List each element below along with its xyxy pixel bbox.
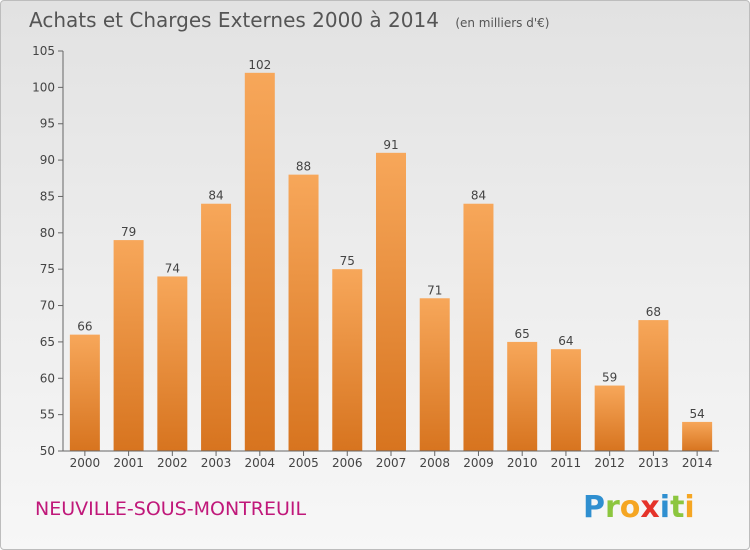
bar-value-label: 65 <box>515 327 530 341</box>
logo-letter: i <box>660 490 670 525</box>
bars-group: 66 79 74 84 102 88 75 91 71 84 65 64 59 68 54 <box>69 58 713 452</box>
bar-value-label: 68 <box>646 305 661 319</box>
x-tick-label: 2008 <box>419 456 450 470</box>
bar <box>376 152 406 451</box>
y-tick-label: 55 <box>40 408 55 422</box>
y-tick-label: 90 <box>40 153 55 167</box>
bar-value-label: 75 <box>340 254 355 268</box>
y-tick-label: 75 <box>40 262 55 276</box>
proxiti-logo: Proxiti <box>583 490 695 525</box>
bar-value-label: 91 <box>383 138 398 152</box>
x-tick-label: 2011 <box>551 456 582 470</box>
y-tick-label: 65 <box>40 335 55 349</box>
bar <box>638 320 669 451</box>
logo-letter: P <box>583 490 605 525</box>
bar-value-label: 66 <box>77 320 92 334</box>
x-tick-label: 2002 <box>157 456 188 470</box>
y-tick-label: 105 <box>32 44 55 58</box>
bar <box>157 276 188 451</box>
x-tick-label: 2000 <box>70 456 101 470</box>
y-tick-label: 100 <box>32 80 55 94</box>
bar-value-label: 59 <box>602 371 617 385</box>
x-tick-label: 2006 <box>332 456 363 470</box>
bar <box>419 298 450 451</box>
bar <box>288 174 319 452</box>
x-tick-label: 2012 <box>594 456 625 470</box>
logo-letter: r <box>605 490 620 525</box>
y-axis: 50 55 60 65 70 75 80 85 90 95 100 105 <box>32 44 64 458</box>
y-tick-label: 80 <box>40 226 55 240</box>
y-tick-label: 95 <box>40 117 55 131</box>
bar <box>69 334 100 451</box>
logo-letter: x <box>640 490 659 525</box>
x-tick-label: 2001 <box>113 456 144 470</box>
svg-text:Achats et Charges Externes 200: Achats et Charges Externes 2000 à 2014 (… <box>29 8 549 32</box>
bar-value-label: 64 <box>558 334 573 348</box>
bar-value-label: 74 <box>165 261 180 275</box>
location-label: NEUVILLE-SOUS-MONTREUIL <box>35 498 306 520</box>
y-tick-label: 85 <box>40 189 55 203</box>
bar-value-label: 84 <box>208 189 223 203</box>
chart-subtitle: (en milliers d'€) <box>455 16 549 30</box>
x-tick-label: 2004 <box>245 456 276 470</box>
logo-letter: t <box>670 490 684 525</box>
bar-value-label: 79 <box>121 225 136 239</box>
bar <box>332 269 363 451</box>
bar <box>550 349 581 451</box>
y-tick-label: 70 <box>40 299 55 313</box>
x-tick-label: 2014 <box>682 456 713 470</box>
x-tick-label: 2013 <box>638 456 669 470</box>
x-tick-label: 2009 <box>463 456 494 470</box>
logo-letter: i <box>684 490 694 525</box>
bar <box>113 240 144 451</box>
chart-title: Achats et Charges Externes 2000 à 2014 <box>29 8 439 32</box>
x-tick-label: 2003 <box>201 456 232 470</box>
bar-value-label: 71 <box>427 283 442 297</box>
bar-value-label: 102 <box>248 58 271 72</box>
y-tick-label: 50 <box>40 444 55 458</box>
bar <box>201 203 232 451</box>
y-tick-label: 60 <box>40 371 55 385</box>
bar <box>244 72 275 452</box>
x-tick-label: 2007 <box>376 456 407 470</box>
bar-value-label: 88 <box>296 160 311 174</box>
bar-value-label: 54 <box>689 407 704 421</box>
bar <box>507 341 538 451</box>
bar <box>463 203 494 451</box>
x-tick-label: 2010 <box>507 456 538 470</box>
bar <box>682 421 713 451</box>
logo-letter: o <box>620 490 641 525</box>
bar-value-label: 84 <box>471 189 486 203</box>
x-tick-label: 2005 <box>288 456 319 470</box>
x-axis: 2000 2001 2002 2003 2004 2005 2006 2007 2008 2009… <box>63 450 719 470</box>
bar <box>594 385 625 451</box>
